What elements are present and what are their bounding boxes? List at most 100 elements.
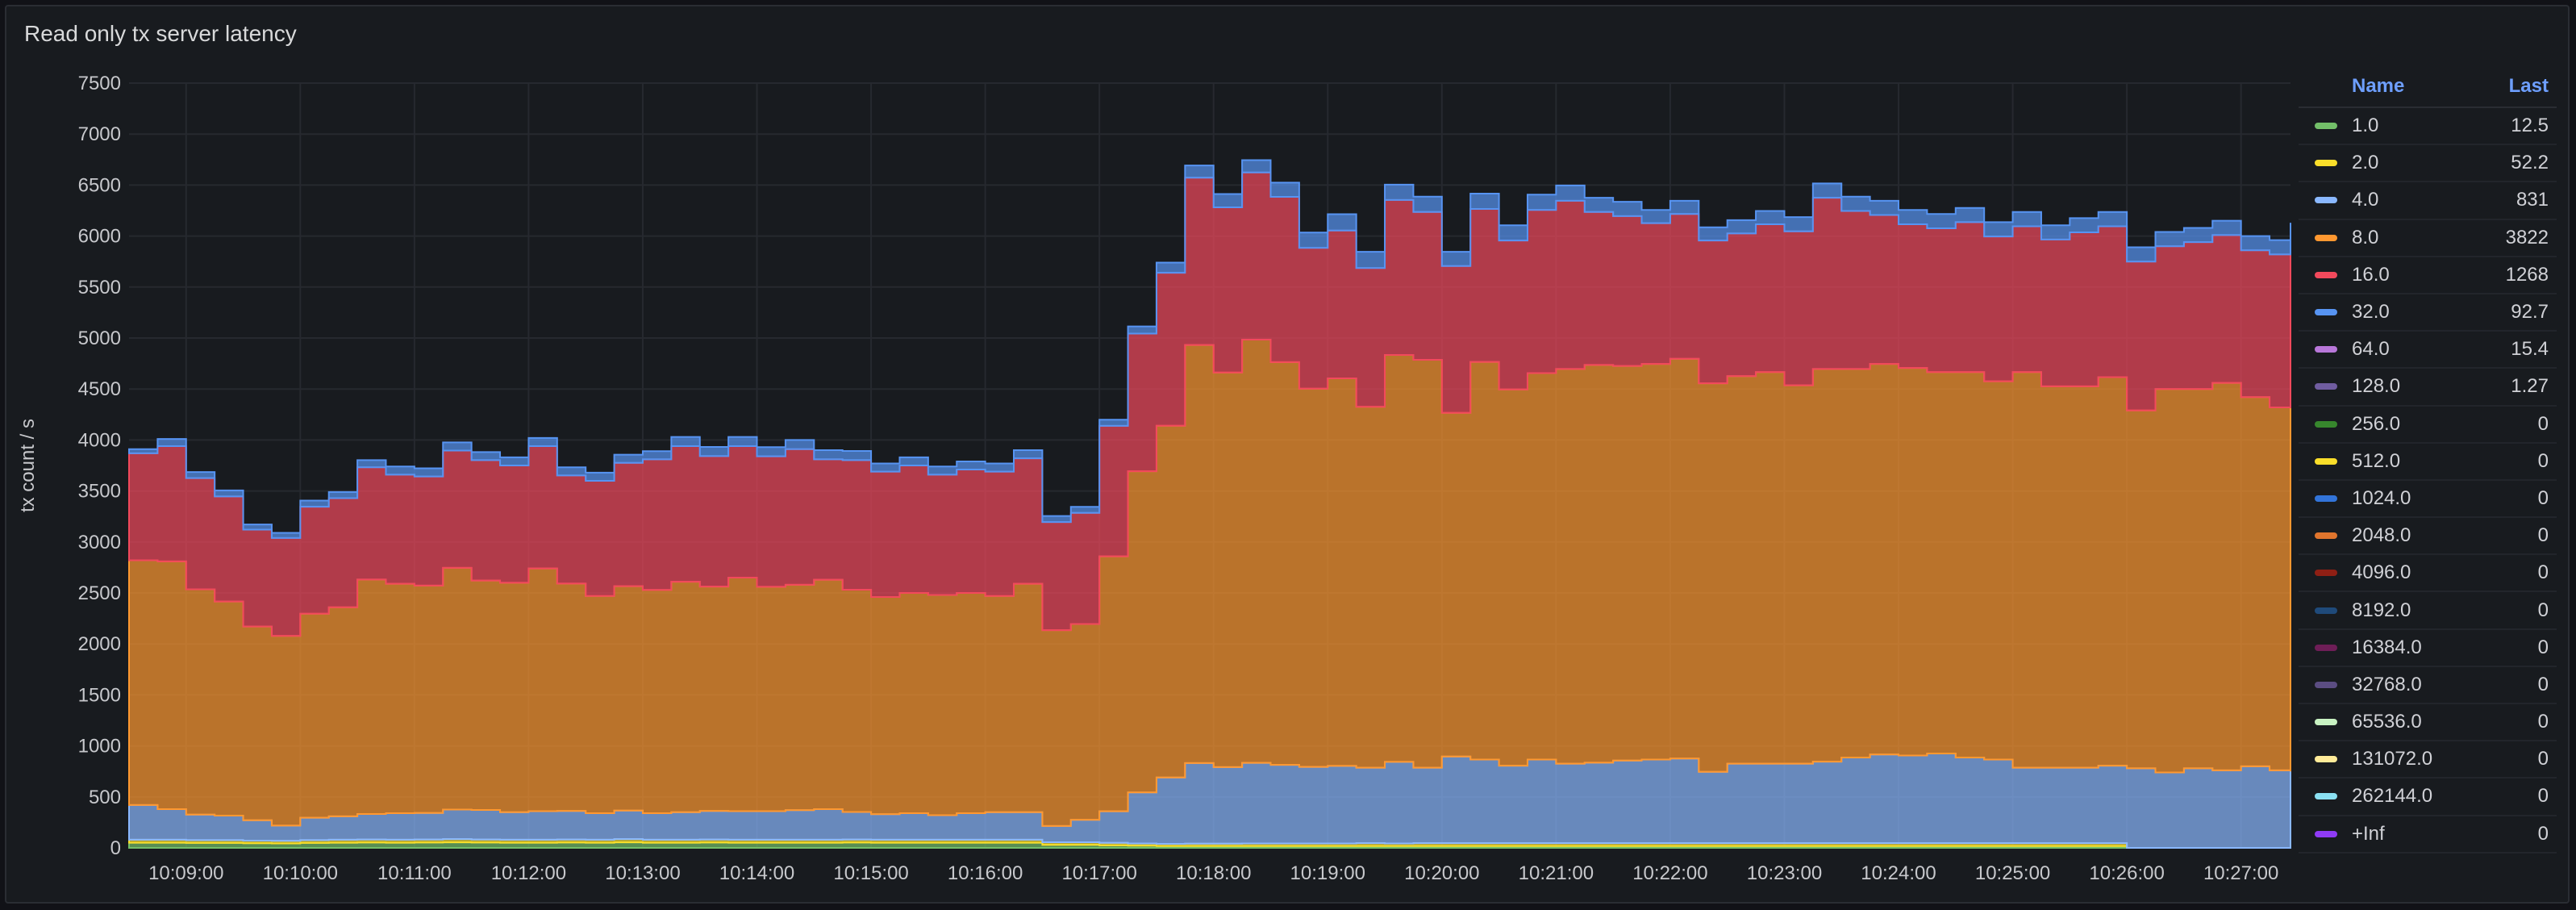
x-tick-label: 10:26:00 [2089, 862, 2164, 884]
y-tick-label: 1500 [78, 684, 121, 706]
legend: Name Last 1.0 12.5 2.0 52.2 4.0 831 8.0 3822 16.… [2299, 66, 2557, 854]
y-tick-label: 7500 [78, 73, 121, 94]
y-tick-label: 6000 [78, 226, 121, 248]
legend-name: 4096.0 [2352, 561, 2411, 584]
legend-name: 262144.0 [2352, 785, 2433, 808]
legend-swatch [2315, 234, 2337, 241]
legend-last-value: 52.2 [2511, 152, 2549, 174]
legend-name: +Inf [2352, 822, 2385, 845]
legend-last-value: 0 [2537, 599, 2549, 621]
legend-item[interactable]: 1.0 12.5 [2299, 108, 2557, 146]
y-axis-label: tx count / s [17, 419, 39, 512]
legend-last-value: 12.5 [2511, 115, 2549, 137]
legend-item[interactable]: 2048.0 0 [2299, 518, 2557, 556]
legend-swatch [2315, 383, 2337, 390]
legend-name: 65536.0 [2352, 711, 2422, 733]
y-tick-label: 7000 [78, 123, 121, 145]
legend-item[interactable]: 128.0 1.27 [2299, 369, 2557, 407]
legend-name: 64.0 [2352, 338, 2390, 361]
y-tick-label: 2000 [78, 633, 121, 655]
series-area-8-0[interactable] [128, 339, 2291, 827]
legend-item[interactable]: 4096.0 0 [2299, 555, 2557, 593]
legend-item[interactable]: 512.0 0 [2299, 444, 2557, 481]
y-tick-label: 2500 [78, 582, 121, 604]
legend-item[interactable]: 262144.0 0 [2299, 779, 2557, 816]
legend-swatch [2315, 271, 2337, 278]
x-tick-label: 10:21:00 [1519, 862, 1594, 884]
y-tick-label: 500 [89, 787, 121, 808]
x-tick-label: 10:15:00 [833, 862, 908, 884]
x-tick-label: 10:19:00 [1290, 862, 1365, 884]
legend-swatch [2315, 719, 2337, 726]
x-tick-label: 10:17:00 [1061, 862, 1136, 884]
legend-item[interactable]: 32.0 92.7 [2299, 294, 2557, 332]
legend-item[interactable]: 131072.0 0 [2299, 741, 2557, 779]
legend-item[interactable]: 2.0 52.2 [2299, 145, 2557, 183]
legend-item[interactable]: 4.0 831 [2299, 182, 2557, 220]
x-tick-label: 10:25:00 [1975, 862, 2050, 884]
x-tick-label: 10:18:00 [1176, 862, 1251, 884]
legend-swatch [2315, 457, 2337, 465]
legend-item[interactable]: 65536.0 0 [2299, 704, 2557, 742]
y-tick-label: 5000 [78, 328, 121, 349]
x-tick-label: 10:09:00 [148, 862, 223, 884]
legend-last-value: 0 [2537, 486, 2549, 509]
legend-name: 2.0 [2352, 152, 2379, 174]
legend-item[interactable]: 256.0 0 [2299, 407, 2557, 444]
y-tick-label: 4000 [78, 429, 121, 451]
x-tick-label: 10:11:00 [377, 862, 452, 884]
legend-swatch [2315, 793, 2337, 800]
x-tick-label: 10:23:00 [1747, 862, 1822, 884]
legend-item[interactable]: 8192.0 0 [2299, 592, 2557, 630]
legend-name: 8.0 [2352, 226, 2379, 248]
legend-header-name[interactable]: Name [2352, 75, 2405, 97]
y-tick-label: 5500 [78, 277, 121, 298]
y-tick-label: 4500 [78, 378, 121, 400]
legend-name: 32768.0 [2352, 673, 2422, 695]
legend-last-value: 0 [2537, 748, 2549, 770]
series-area-32-0[interactable] [128, 159, 2291, 539]
legend-item[interactable]: 8.0 3822 [2299, 220, 2557, 257]
legend-name: 16384.0 [2352, 636, 2422, 658]
legend-header-last[interactable]: Last [2508, 75, 2549, 97]
legend-name: 16.0 [2352, 263, 2390, 286]
legend-item[interactable]: 1024.0 0 [2299, 481, 2557, 519]
legend-item[interactable]: 64.0 15.4 [2299, 332, 2557, 369]
y-tick-label: 0 [110, 837, 121, 859]
y-axis: 0 500 1000 1500 2000 2500 3000 3500 4000 4500 5000… [78, 73, 121, 859]
panel-title[interactable]: Read only tx server latency [24, 21, 297, 46]
legend-name: 32.0 [2352, 301, 2390, 324]
legend-last-value: 15.4 [2511, 338, 2549, 361]
x-tick-label: 10:22:00 [1632, 862, 1707, 884]
legend-last-value: 0 [2537, 449, 2549, 472]
y-tick-label: 6500 [78, 174, 121, 196]
y-tick-label: 3000 [78, 532, 121, 553]
legend-item[interactable]: 16384.0 0 [2299, 630, 2557, 667]
legend-swatch [2315, 532, 2337, 540]
legend-last-value: 0 [2537, 524, 2549, 547]
legend-name: 256.0 [2352, 412, 2401, 435]
legend-item[interactable]: +Inf 0 [2299, 816, 2557, 854]
legend-name: 512.0 [2352, 449, 2401, 472]
x-tick-label: 10:10:00 [263, 862, 338, 884]
x-tick-label: 10:24:00 [1861, 862, 1936, 884]
x-tick-label: 10:13:00 [605, 862, 680, 884]
legend-swatch [2315, 197, 2337, 204]
legend-last-value: 0 [2537, 822, 2549, 845]
y-tick-label: 3500 [78, 481, 121, 503]
legend-swatch [2315, 346, 2337, 353]
legend-name: 8192.0 [2352, 599, 2411, 621]
legend-item[interactable]: 32768.0 0 [2299, 667, 2557, 704]
x-tick-label: 10:27:00 [2203, 862, 2278, 884]
x-tick-label: 10:14:00 [719, 862, 794, 884]
legend-rows: 1.0 12.5 2.0 52.2 4.0 831 8.0 3822 16.0 1268 32.0 9… [2299, 108, 2557, 854]
legend-swatch [2315, 123, 2337, 130]
legend-name: 2048.0 [2352, 524, 2411, 547]
legend-last-value: 3822 [2505, 226, 2549, 248]
legend-swatch [2315, 756, 2337, 763]
legend-swatch [2315, 644, 2337, 651]
legend-last-value: 0 [2537, 673, 2549, 695]
legend-swatch [2315, 607, 2337, 614]
legend-item[interactable]: 16.0 1268 [2299, 257, 2557, 294]
